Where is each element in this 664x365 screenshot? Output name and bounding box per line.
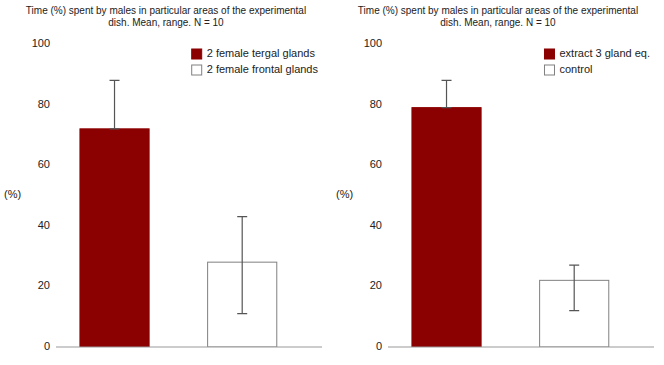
bar: [412, 108, 481, 347]
title-line: Time (%) spent by males in particular ar…: [26, 5, 306, 16]
bar: [80, 129, 149, 347]
legend-swatch: [544, 49, 554, 59]
chart-title: Time (%) spent by males in particular ar…: [358, 5, 638, 28]
legend-swatch: [192, 49, 202, 59]
legend: 2 female tergal glands 2 female frontal g…: [192, 47, 319, 75]
error-bar: [442, 80, 452, 107]
title-line: Time (%) spent by males in particular ar…: [358, 5, 638, 16]
legend-swatch: [544, 65, 554, 75]
plot-marks: [412, 80, 609, 347]
chart-title: Time (%) spent by males in particular ar…: [26, 5, 306, 28]
y-tick-label: 0: [44, 340, 50, 352]
title-line: dish. Mean, range. N = 10: [440, 17, 556, 28]
chart-panel: Time (%) spent by males in particular ar…: [4, 5, 322, 352]
chart-figure: Time (%) spent by males in particular ar…: [0, 0, 664, 365]
y-axis-label: (%): [336, 188, 353, 200]
y-tick-label: 60: [370, 158, 382, 170]
x-axis-line: [388, 347, 654, 348]
y-tick-label: 20: [38, 279, 50, 291]
title-line: dish. Mean, range. N = 10: [108, 17, 224, 28]
y-axis-label: (%): [4, 188, 21, 200]
chart-panel: Time (%) spent by males in particular ar…: [336, 5, 654, 352]
y-tick-label: 80: [38, 98, 50, 110]
y-tick-label: 40: [370, 219, 382, 231]
legend: extract 3 gland eq. control: [544, 47, 650, 75]
y-tick-label: 100: [32, 37, 50, 49]
legend-label: 2 female tergal glands: [207, 47, 316, 59]
y-tick-label: 40: [38, 219, 50, 231]
error-bar: [569, 265, 579, 310]
y-tick-label: 100: [364, 37, 382, 49]
y-tick-label: 0: [376, 340, 382, 352]
y-tick-label: 20: [370, 279, 382, 291]
legend-label: 2 female frontal glands: [207, 63, 319, 75]
y-tick-label: 80: [370, 98, 382, 110]
y-tick-label: 60: [38, 158, 50, 170]
legend-label: control: [559, 63, 592, 75]
error-bar: [237, 217, 247, 314]
x-axis-line: [56, 347, 322, 348]
legend-label: extract 3 gland eq.: [559, 47, 650, 59]
legend-swatch: [192, 65, 202, 75]
plot-marks: [80, 80, 277, 347]
error-bar: [110, 80, 120, 128]
